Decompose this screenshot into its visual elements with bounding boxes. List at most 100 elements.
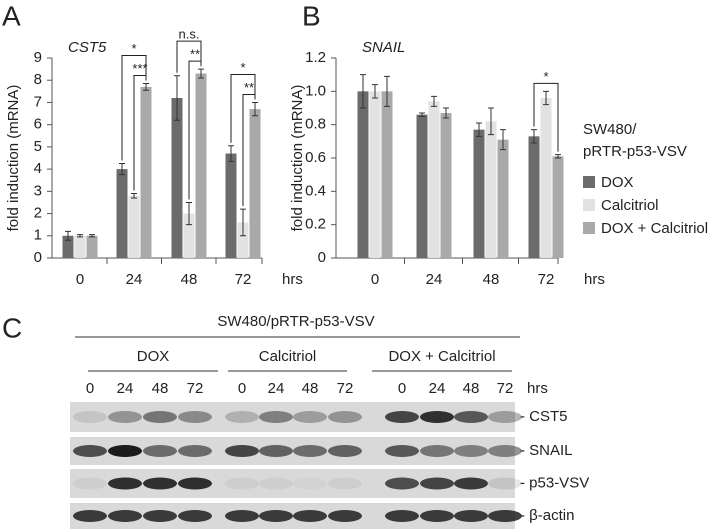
- y-tick-label: 3: [34, 182, 42, 199]
- y-axis-label: fold induction (mRNA): [289, 85, 306, 232]
- lane-label: 0: [86, 380, 94, 397]
- y-tick-label: 1.0: [305, 82, 326, 99]
- blot-band: [108, 411, 142, 423]
- error-bar: [65, 230, 71, 241]
- blot-band: [420, 411, 454, 423]
- y-tick-label: 8: [34, 71, 42, 88]
- lane-label: 72: [337, 380, 354, 397]
- blot-band: [259, 445, 293, 457]
- y-tick-label: 1.2: [305, 49, 326, 66]
- significance-label: *: [543, 69, 548, 84]
- lane-label: 48: [152, 380, 169, 397]
- bar: [381, 91, 393, 258]
- bar: [440, 113, 452, 258]
- y-tick-label: 0.2: [305, 216, 326, 233]
- error-bar: [89, 234, 95, 238]
- blot-band: [420, 510, 454, 522]
- chart-title: SNAIL: [362, 39, 405, 56]
- bar: [171, 98, 183, 258]
- blot-band: [328, 510, 362, 522]
- error-bar: [131, 193, 137, 199]
- group-label: DOX + Calcitriol: [388, 348, 495, 365]
- y-tick-label: 5: [34, 138, 42, 155]
- blot-band: [225, 477, 259, 490]
- blot-band: [225, 510, 259, 522]
- legend-swatch: [583, 222, 595, 234]
- bar: [540, 98, 552, 258]
- significance-bracket: [121, 55, 147, 161]
- group-label: Calcitriol: [259, 348, 317, 365]
- x-axis-label: hrs: [282, 271, 303, 288]
- blot-band: [259, 510, 293, 522]
- lane-label: 24: [429, 380, 446, 397]
- error-bar: [384, 75, 390, 107]
- bar: [497, 139, 509, 258]
- blot-row-label: - p53-VSV: [520, 474, 589, 491]
- error-bar: [119, 163, 125, 176]
- blot-row-label: - CST5: [520, 408, 568, 425]
- bar: [62, 235, 74, 258]
- significance-label: **: [244, 80, 254, 95]
- y-tick-label: 2: [34, 205, 42, 222]
- lane-label: 72: [497, 380, 514, 397]
- error-bar: [372, 84, 378, 99]
- bar: [74, 235, 86, 258]
- blot-band: [420, 477, 454, 490]
- blot-band: [293, 510, 327, 522]
- error-bar: [500, 129, 506, 151]
- bar: [416, 114, 428, 259]
- error-bar: [476, 122, 482, 137]
- error-bar: [228, 145, 234, 162]
- blot-band: [73, 510, 107, 522]
- blot-band: [108, 510, 142, 522]
- blot-band: [488, 445, 522, 457]
- blot-band: [488, 477, 522, 490]
- blot-band: [225, 445, 259, 457]
- x-tick-label: 0: [371, 271, 379, 288]
- error-bar: [555, 154, 561, 159]
- y-tick-label: 0.4: [305, 182, 326, 199]
- x-axis-label: hrs: [584, 271, 605, 288]
- blot-band: [420, 445, 454, 457]
- legend-swatch: [583, 176, 595, 188]
- bar: [473, 129, 485, 258]
- y-tick-label: 0: [34, 249, 42, 266]
- y-tick-label: 0.8: [305, 116, 326, 133]
- significance-label: ***: [132, 61, 147, 76]
- panel-label: C: [2, 312, 22, 343]
- legend-label: DOX: [601, 174, 634, 191]
- legend-swatch: [583, 199, 595, 211]
- error-bar: [443, 107, 449, 119]
- error-bar: [531, 129, 537, 144]
- error-bar: [543, 90, 549, 106]
- blot-band: [293, 478, 327, 490]
- bar: [428, 101, 440, 258]
- error-bar: [431, 95, 437, 107]
- bar: [485, 121, 497, 258]
- significance-bracket: [533, 82, 559, 152]
- error-bar: [419, 112, 425, 117]
- y-tick-label: 0: [318, 249, 326, 266]
- x-tick-label: 48: [483, 271, 500, 288]
- blot-band: [488, 510, 522, 522]
- bar: [552, 156, 564, 258]
- bar: [528, 136, 540, 258]
- lane-label: 48: [302, 380, 319, 397]
- blot-band: [143, 445, 177, 457]
- x-tick-label: 72: [538, 271, 555, 288]
- blot-band: [178, 510, 212, 522]
- bar: [128, 195, 140, 258]
- error-bar: [240, 208, 246, 237]
- blot-band: [293, 445, 327, 457]
- blot-band: [328, 477, 362, 490]
- chart-title: CST5: [68, 39, 107, 56]
- bar: [195, 73, 207, 258]
- blot-band: [73, 477, 107, 490]
- lane-label: 0: [238, 380, 246, 397]
- blot-band: [328, 445, 362, 457]
- blot-band: [178, 411, 212, 423]
- blot-band: [73, 411, 107, 423]
- blot-band: [454, 477, 488, 490]
